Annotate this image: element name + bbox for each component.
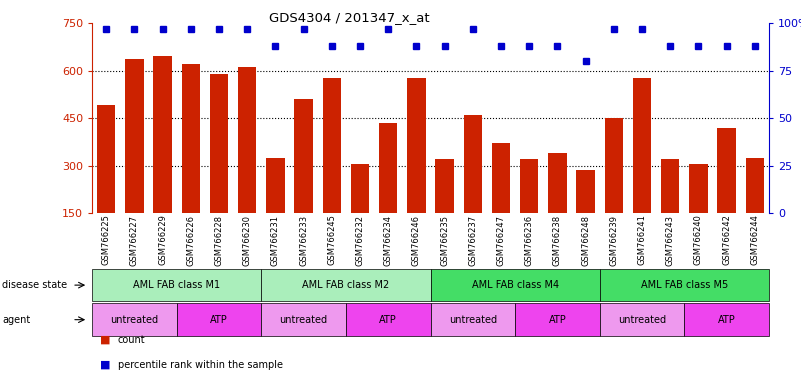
Bar — [577, 170, 595, 261]
Bar — [605, 118, 623, 261]
Bar — [464, 115, 482, 261]
Bar — [295, 99, 313, 261]
Text: count: count — [118, 335, 145, 345]
Text: percentile rank within the sample: percentile rank within the sample — [118, 360, 283, 370]
Text: ATP: ATP — [549, 314, 566, 325]
Bar — [210, 74, 228, 261]
Bar — [125, 60, 143, 261]
Bar — [407, 78, 425, 261]
Bar — [351, 164, 369, 261]
Bar — [154, 56, 171, 261]
Text: AML FAB class M4: AML FAB class M4 — [472, 280, 559, 290]
Text: agent: agent — [2, 314, 30, 325]
Text: AML FAB class M1: AML FAB class M1 — [133, 280, 220, 290]
Text: ■: ■ — [100, 360, 111, 370]
Bar — [746, 158, 764, 261]
Text: untreated: untreated — [280, 314, 328, 325]
Text: untreated: untreated — [618, 314, 666, 325]
Bar — [633, 78, 651, 261]
Text: ATP: ATP — [380, 314, 397, 325]
Bar — [182, 64, 200, 261]
Text: ATP: ATP — [210, 314, 228, 325]
Text: ■: ■ — [100, 335, 111, 345]
Bar — [492, 144, 510, 261]
Bar — [436, 159, 454, 261]
Text: untreated: untreated — [449, 314, 497, 325]
Bar — [379, 123, 397, 261]
Text: AML FAB class M2: AML FAB class M2 — [302, 280, 389, 290]
Bar — [323, 78, 341, 261]
Bar — [690, 164, 707, 261]
Bar — [718, 127, 736, 261]
Bar — [520, 159, 538, 261]
Bar — [97, 106, 115, 261]
Bar — [266, 158, 284, 261]
Bar — [661, 159, 679, 261]
Text: ATP: ATP — [718, 314, 735, 325]
Text: untreated: untreated — [111, 314, 159, 325]
Bar — [548, 153, 566, 261]
Text: AML FAB class M5: AML FAB class M5 — [641, 280, 728, 290]
Text: GDS4304 / 201347_x_at: GDS4304 / 201347_x_at — [269, 12, 429, 25]
Bar — [238, 68, 256, 261]
Text: disease state: disease state — [2, 280, 67, 290]
